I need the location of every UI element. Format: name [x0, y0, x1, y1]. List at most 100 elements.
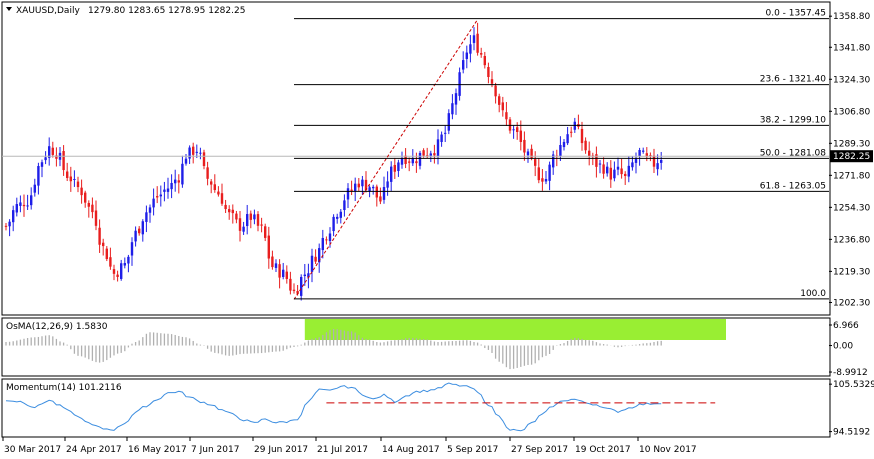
- candle-body: [656, 163, 659, 170]
- fib-level-label: 0.0 - 1357.45: [766, 9, 827, 19]
- candle-body: [588, 150, 591, 157]
- candle-body: [415, 161, 418, 164]
- candle-body: [404, 155, 407, 164]
- x-axis: 30 Mar 2017 24 Apr 2017 16 May 2017 7 Jun 2…: [2, 437, 697, 455]
- momentum-series: [5, 382, 716, 432]
- momentum-y-tick-label: 105.5329: [833, 380, 874, 390]
- candle-body: [660, 159, 663, 163]
- candle-body: [364, 179, 368, 191]
- candle-body: [141, 221, 144, 235]
- candle-body: [170, 182, 173, 190]
- candle-body: [55, 155, 58, 159]
- candle-body: [505, 112, 508, 120]
- candle-body: [494, 85, 497, 97]
- momentum-panel-frame: [1, 378, 831, 438]
- candle-body: [177, 180, 180, 183]
- osma-y-tick-label: 0.00: [833, 342, 853, 352]
- candle-body: [274, 263, 278, 268]
- candle-body: [310, 255, 314, 272]
- fib-level-label: 100.0: [800, 289, 826, 299]
- candle-body: [300, 276, 303, 296]
- candle-body: [12, 210, 15, 223]
- candle-body: [213, 184, 216, 191]
- fibonacci-levels: 0.0 - 1357.45 23.6 - 1321.40 38.2 - 1299.1…: [293, 9, 829, 300]
- momentum-title: Momentum(14) 101.2116: [6, 383, 122, 393]
- candle-body: [26, 205, 29, 207]
- price-y-tick-label: 1324.30: [833, 75, 870, 85]
- candle-body: [375, 186, 378, 198]
- current-price-badge: [830, 150, 873, 163]
- candle-body: [523, 139, 526, 153]
- candle-body: [580, 128, 584, 144]
- candle-body: [8, 221, 11, 227]
- fib-level-label: 61.8 - 1263.05: [760, 181, 826, 191]
- candle-body: [530, 148, 533, 158]
- price-y-tick-label: 1358.80: [833, 12, 870, 22]
- fib-level-label: 38.2 - 1299.10: [760, 115, 826, 125]
- candle-body: [454, 93, 458, 105]
- candle-body: [382, 187, 386, 200]
- candle-body: [451, 103, 454, 115]
- candle-body: [123, 263, 126, 266]
- x-tick-label: 29 Jun 2017: [254, 445, 308, 455]
- candle-body: [94, 210, 98, 226]
- candle-body: [307, 273, 310, 278]
- candle-body: [584, 140, 587, 151]
- candle-body: [37, 166, 40, 186]
- candle-body: [15, 204, 18, 213]
- x-tick-label: 7 Jun 2017: [191, 445, 239, 455]
- candle-body: [84, 192, 87, 203]
- candle-body: [472, 35, 476, 43]
- candle-body: [285, 271, 288, 279]
- candle-body: [433, 153, 436, 156]
- candle-body: [127, 256, 130, 264]
- current-price-label: 1282.25: [833, 152, 870, 162]
- candle-body: [220, 193, 224, 204]
- candle-body: [346, 188, 350, 200]
- candle-body: [271, 256, 274, 268]
- candle-body: [411, 158, 414, 164]
- osma-highlight-box: [304, 319, 726, 340]
- candle-body: [634, 158, 638, 163]
- osma-y-tick-label: 6.966: [833, 321, 859, 331]
- x-tick-label: 16 May 2017: [128, 445, 187, 455]
- candle-body: [91, 204, 94, 213]
- candle-body: [458, 72, 461, 96]
- candle-body: [354, 183, 357, 192]
- candle-body: [469, 44, 472, 54]
- candle-body: [303, 274, 306, 277]
- candle-body: [195, 151, 198, 153]
- candle-body: [440, 134, 443, 142]
- candle-body: [631, 162, 634, 168]
- candle-body: [534, 159, 537, 166]
- candle-body: [480, 53, 483, 55]
- candle-body: [339, 211, 342, 218]
- fib-level-label: 50.0 - 1281.08: [760, 148, 826, 158]
- candle-body: [98, 227, 101, 245]
- x-tick-label: 24 Apr 2017: [66, 445, 122, 455]
- candle-body: [148, 207, 152, 213]
- candle-body: [429, 153, 432, 156]
- candle-body: [242, 226, 245, 232]
- candle-body: [66, 171, 69, 178]
- candle-body: [166, 188, 170, 192]
- candle-body: [386, 181, 389, 188]
- candle-body: [436, 139, 440, 157]
- collapse-triangle-icon[interactable]: [6, 7, 12, 11]
- candle-body: [483, 55, 486, 66]
- candle-body: [318, 248, 321, 263]
- candle-body: [51, 147, 54, 155]
- osma-highlight: [304, 319, 726, 340]
- candle-body: [116, 274, 119, 277]
- osma-title: OsMA(12,26,9) 1.5830: [6, 322, 108, 332]
- candle-body: [217, 191, 220, 195]
- candle-body: [559, 145, 562, 156]
- candle-body: [102, 242, 105, 247]
- candle-body: [393, 164, 396, 172]
- fib-level-label: 23.6 - 1321.40: [760, 75, 826, 85]
- price-y-tick-label: 1202.30: [833, 298, 870, 308]
- candle-body: [336, 216, 339, 219]
- candle-body: [397, 162, 400, 172]
- candle-body: [253, 214, 256, 220]
